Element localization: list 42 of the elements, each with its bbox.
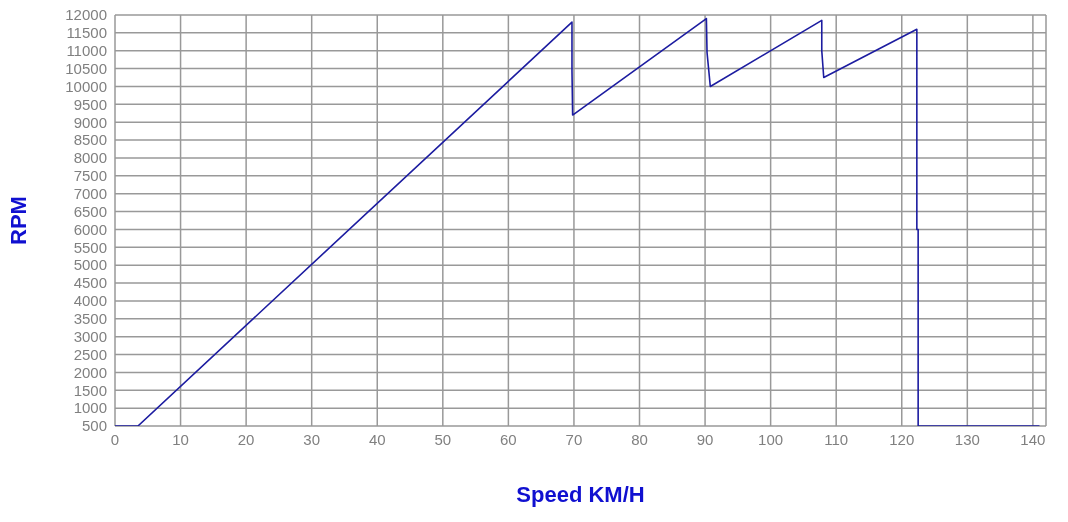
x-tick-label: 110 xyxy=(824,430,849,448)
y-tick-label: 5500 xyxy=(73,238,107,256)
y-tick-label: 12000 xyxy=(65,6,107,24)
y-tick-label: 1500 xyxy=(73,381,107,399)
y-tick-label: 10000 xyxy=(65,77,107,95)
y-tick-label: 1000 xyxy=(73,399,107,417)
y-tick-label: 2000 xyxy=(73,363,107,381)
y-tick-label: 2500 xyxy=(73,345,107,363)
y-tick-label: 7500 xyxy=(73,167,107,185)
x-tick-label: 140 xyxy=(1020,430,1046,448)
x-tick-label: 50 xyxy=(434,430,452,448)
y-tick-label: 3000 xyxy=(73,327,107,345)
y-tick-label: 3500 xyxy=(73,310,107,328)
y-tick-label: 6000 xyxy=(73,220,107,238)
x-tick-label: 40 xyxy=(368,430,386,448)
x-tick-label: 30 xyxy=(303,430,321,448)
x-tick-label: 90 xyxy=(696,430,714,448)
y-tick-label: 7000 xyxy=(73,185,107,203)
y-tick-label: 6500 xyxy=(73,202,107,220)
x-tick-label: 20 xyxy=(237,430,255,448)
y-tick-label: 8000 xyxy=(73,149,107,167)
y-tick-label: 4500 xyxy=(73,274,107,292)
y-axis-title: RPM xyxy=(5,196,31,245)
x-tick-label: 70 xyxy=(565,430,583,448)
x-tick-label: 80 xyxy=(631,430,648,448)
y-tick-label: 11500 xyxy=(66,24,107,42)
line-series xyxy=(115,17,1041,426)
x-tick-label: 120 xyxy=(889,430,915,448)
y-tick-label: 8500 xyxy=(73,131,107,149)
y-tick-label: 5000 xyxy=(73,256,107,274)
y-tick-label: 9500 xyxy=(73,95,107,113)
y-tick-label: 500 xyxy=(81,417,107,435)
x-tick-label: 0 xyxy=(110,430,120,448)
y-tick-label: 10500 xyxy=(65,59,107,77)
x-tick-label: 100 xyxy=(758,430,784,448)
x-tick-label: 60 xyxy=(500,430,517,448)
y-tick-label: 9000 xyxy=(73,113,107,131)
y-tick-label: 4000 xyxy=(73,292,107,310)
x-axis-title: Speed KM/H xyxy=(516,482,645,507)
x-tick-label: 130 xyxy=(954,430,980,448)
x-tick-label: 10 xyxy=(172,430,189,448)
y-tick-label: 11000 xyxy=(66,42,107,60)
